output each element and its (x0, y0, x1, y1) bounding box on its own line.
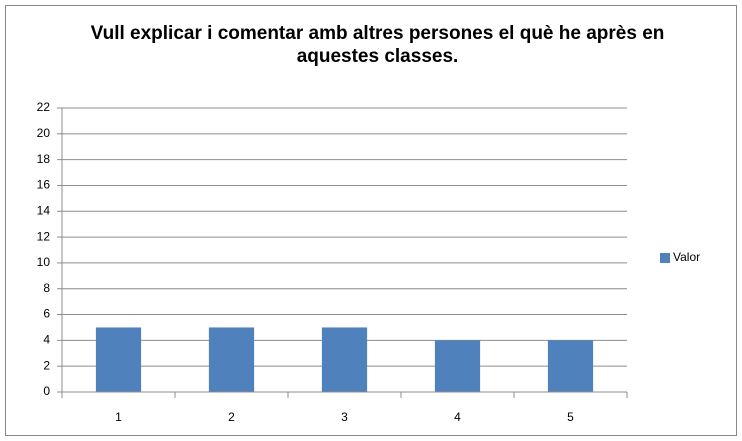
bar (434, 340, 481, 392)
x-tick-label: 1 (115, 410, 122, 424)
bar (95, 327, 142, 392)
y-tick-label: 6 (43, 307, 50, 321)
y-tick-label: 4 (43, 333, 50, 347)
y-tick-label: 2 (43, 358, 50, 372)
x-tick-label: 4 (454, 410, 461, 424)
y-tick-label: 14 (37, 203, 51, 217)
y-tick-label: 18 (37, 152, 51, 166)
legend-swatch (660, 253, 670, 263)
y-tick-label: 16 (37, 178, 51, 192)
y-tick-label: 22 (37, 100, 51, 114)
x-tick-label: 3 (341, 410, 348, 424)
y-tick-label: 8 (43, 281, 50, 295)
x-tick-label: 5 (567, 410, 574, 424)
bar (547, 340, 594, 392)
bar (208, 327, 255, 392)
y-tick-label: 0 (43, 384, 50, 398)
bar (321, 327, 368, 392)
chart-title: Vull explicar i comentar amb altres pers… (90, 23, 665, 67)
y-tick-label: 20 (37, 126, 51, 140)
legend-label: Valor (673, 250, 700, 264)
x-tick-label: 2 (228, 410, 235, 424)
y-tick-label: 10 (37, 255, 51, 269)
y-tick-label: 12 (37, 229, 51, 243)
